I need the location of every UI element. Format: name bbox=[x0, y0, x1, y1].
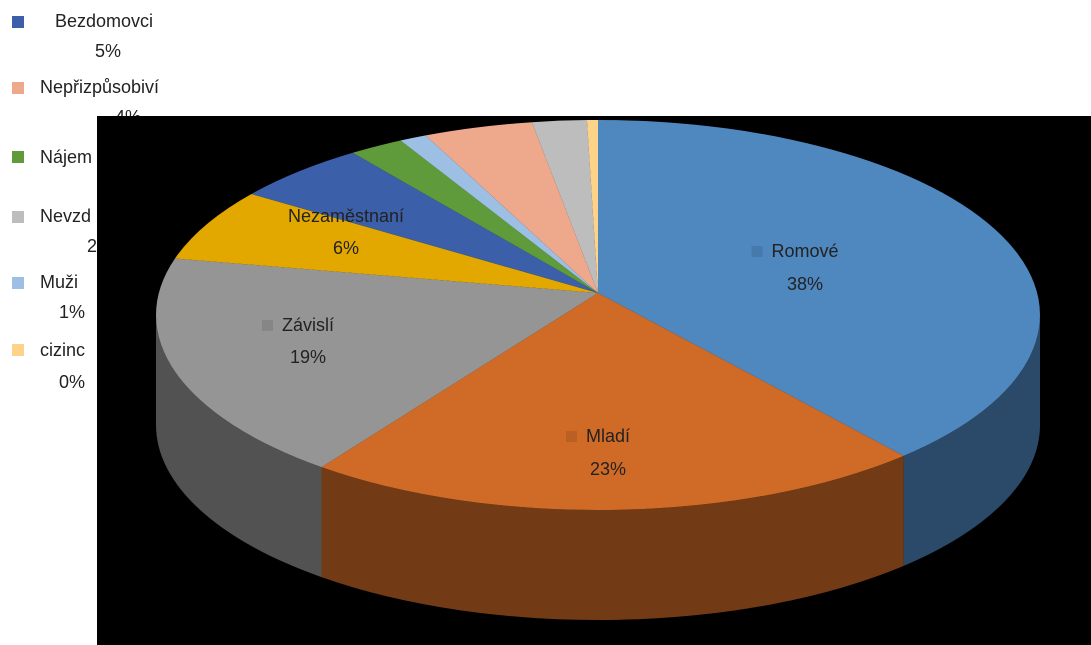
legend-swatch bbox=[12, 211, 24, 223]
slice bbox=[400, 135, 598, 293]
slice bbox=[321, 293, 904, 511]
slice-label: Závislí bbox=[282, 315, 334, 335]
legend-value: 5% bbox=[95, 41, 121, 61]
slice bbox=[352, 140, 598, 293]
slice-label: Nezaměstnaní bbox=[288, 206, 404, 226]
slice-side bbox=[155, 315, 322, 578]
legend-label: Nepřizpůsobiví bbox=[40, 77, 159, 97]
slice-side bbox=[903, 315, 1040, 566]
label-key bbox=[261, 320, 273, 331]
slice bbox=[155, 258, 598, 468]
legend-label: Muži bbox=[40, 272, 78, 292]
legend-value: 0% bbox=[59, 372, 85, 392]
legend-label: cizinc bbox=[40, 340, 85, 360]
slice bbox=[174, 193, 598, 293]
legend-label: Bezdomovci bbox=[55, 11, 153, 31]
legend-label: Nevzd bbox=[40, 206, 91, 226]
legend-swatch bbox=[12, 344, 24, 356]
slice-value: 38% bbox=[787, 274, 823, 294]
legend-swatch bbox=[12, 277, 24, 289]
slice bbox=[531, 120, 598, 293]
legend-label: Nájem bbox=[40, 147, 92, 167]
slice-label: Romové bbox=[771, 241, 838, 261]
slice bbox=[425, 122, 598, 293]
slice bbox=[586, 120, 598, 293]
slice bbox=[598, 120, 1040, 456]
label-key bbox=[751, 246, 763, 257]
slice-value: 19% bbox=[290, 347, 326, 367]
slice-label: Mladí bbox=[586, 426, 630, 446]
legend-swatch bbox=[12, 82, 24, 94]
slice-side bbox=[321, 455, 904, 620]
legend-swatch bbox=[12, 16, 24, 28]
legend-value: 1% bbox=[59, 302, 85, 322]
slice-value: 6% bbox=[333, 238, 359, 258]
legend-swatch bbox=[12, 151, 24, 163]
slice-value: 23% bbox=[590, 459, 626, 479]
slice bbox=[251, 152, 598, 293]
label-key bbox=[565, 431, 577, 442]
